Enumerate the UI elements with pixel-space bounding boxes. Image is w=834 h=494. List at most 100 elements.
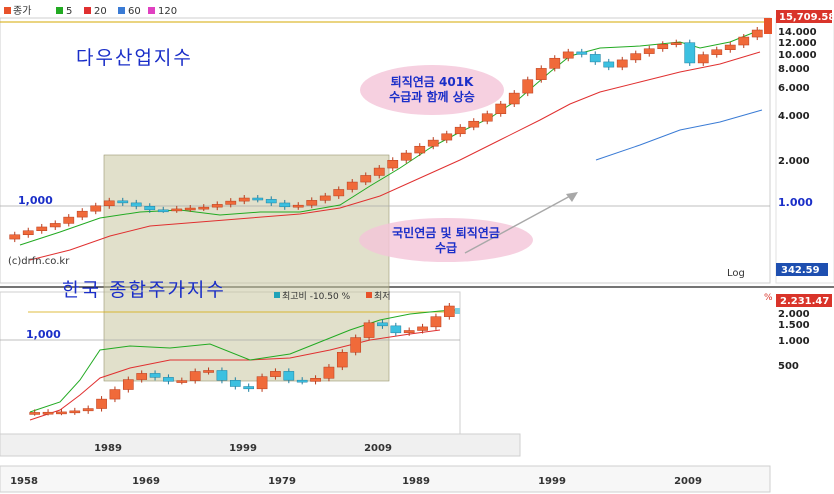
lower-stat-2: 최저	[374, 291, 391, 302]
candle	[481, 113, 493, 122]
candles-upper	[9, 27, 763, 243]
candle	[109, 389, 121, 400]
candle	[319, 195, 331, 201]
main-axis-label: 1958	[10, 476, 38, 487]
candle	[630, 53, 642, 61]
stat-marker	[274, 292, 280, 298]
candle	[616, 59, 628, 68]
lower-y-tick: 2.000	[778, 309, 810, 320]
candle	[56, 411, 67, 415]
candle	[225, 200, 237, 205]
candle	[49, 223, 61, 228]
main-axis-label: 2009	[674, 476, 702, 487]
ref-value-left-upper: 1,000	[18, 194, 53, 207]
y-tick: 6.000	[778, 83, 810, 94]
lower-y-tick: 1.500	[778, 320, 810, 331]
candle	[441, 133, 453, 141]
scale-label: Log	[727, 268, 745, 279]
candle	[69, 410, 81, 414]
candle	[42, 411, 54, 415]
legend-swatch	[4, 7, 11, 14]
ma5-line-lower	[29, 309, 456, 413]
main-axis-label: 1989	[402, 476, 430, 487]
candle	[535, 68, 547, 80]
annotation-line: 수급	[435, 241, 457, 255]
legend-swatch	[148, 7, 155, 14]
candle	[171, 208, 183, 212]
candle	[270, 371, 281, 377]
candle	[296, 379, 308, 383]
candle	[549, 57, 561, 69]
copyright: (c)drfn.co.kr	[8, 256, 70, 267]
candle	[724, 44, 736, 50]
candle	[292, 204, 304, 208]
candle	[96, 398, 107, 409]
ma60-line-upper	[595, 109, 763, 161]
ma20-line-lower	[29, 329, 441, 421]
candle	[157, 209, 169, 213]
candle	[22, 230, 34, 236]
candle	[149, 373, 161, 378]
candle	[373, 167, 385, 176]
candle	[238, 197, 250, 202]
candle	[403, 330, 415, 334]
annotation-line: 국민연금 및 퇴직연금	[392, 225, 500, 240]
candle	[576, 51, 588, 55]
candle	[697, 54, 709, 64]
lower-axis-label: 2009	[364, 443, 392, 454]
candle	[377, 322, 388, 327]
candle	[265, 199, 277, 204]
y-tick: 12.000	[778, 38, 817, 49]
legend-label: 5	[66, 6, 72, 17]
candle	[252, 197, 264, 201]
candle	[198, 206, 210, 210]
candle	[76, 210, 88, 218]
candle	[122, 379, 134, 390]
candle	[454, 126, 466, 135]
legend: 종가 5 20 60 120	[4, 5, 177, 17]
candle	[390, 325, 402, 334]
candle	[117, 200, 129, 204]
upper-title: 다우산업지수	[76, 47, 193, 69]
candle	[684, 42, 696, 64]
candle	[323, 366, 335, 379]
candle	[738, 36, 750, 46]
candle	[562, 51, 574, 59]
annotation-ellipse-bottom	[359, 218, 533, 262]
arrow-head	[566, 192, 578, 202]
candle	[589, 54, 601, 63]
lower-title: 한국 종합주가지수	[62, 279, 226, 301]
upper-y-axis-panel	[775, 17, 834, 284]
annotation-line: 수급과 함께 상승	[389, 89, 475, 104]
annotation-ellipse-top	[360, 65, 504, 115]
legend-swatch	[118, 7, 125, 14]
candle	[751, 29, 763, 38]
main-axis-label: 1979	[268, 476, 296, 487]
upper-current-price: 15,709.58	[779, 12, 834, 23]
candle	[211, 204, 223, 208]
legend-label: 20	[94, 6, 107, 17]
lower-axis-label: 1989	[94, 443, 122, 454]
candle	[279, 202, 291, 208]
upper-bottom-value: 342.59	[781, 265, 820, 276]
candle	[333, 189, 345, 197]
ref-value-right: 1.000	[778, 196, 813, 209]
candle	[229, 380, 241, 387]
main-x-axis	[0, 465, 771, 493]
lower-y-tick: 1.000	[778, 336, 810, 347]
candle	[603, 61, 615, 68]
candle	[144, 206, 156, 211]
candle	[189, 371, 201, 381]
candle	[657, 44, 669, 50]
candle	[414, 145, 426, 154]
y-tick: 2.000	[778, 156, 810, 167]
lower-current-price: 2.231.47	[780, 296, 829, 307]
upper-y-ticks: 14.000 12.000 10.000 8.000 6.000 4.000 2…	[778, 27, 817, 167]
main-axis-label: 1999	[538, 476, 566, 487]
candle	[336, 352, 348, 368]
candle	[346, 181, 358, 190]
stat-marker-2	[366, 292, 372, 298]
candle	[417, 326, 428, 331]
last-candle-upper	[764, 18, 772, 34]
